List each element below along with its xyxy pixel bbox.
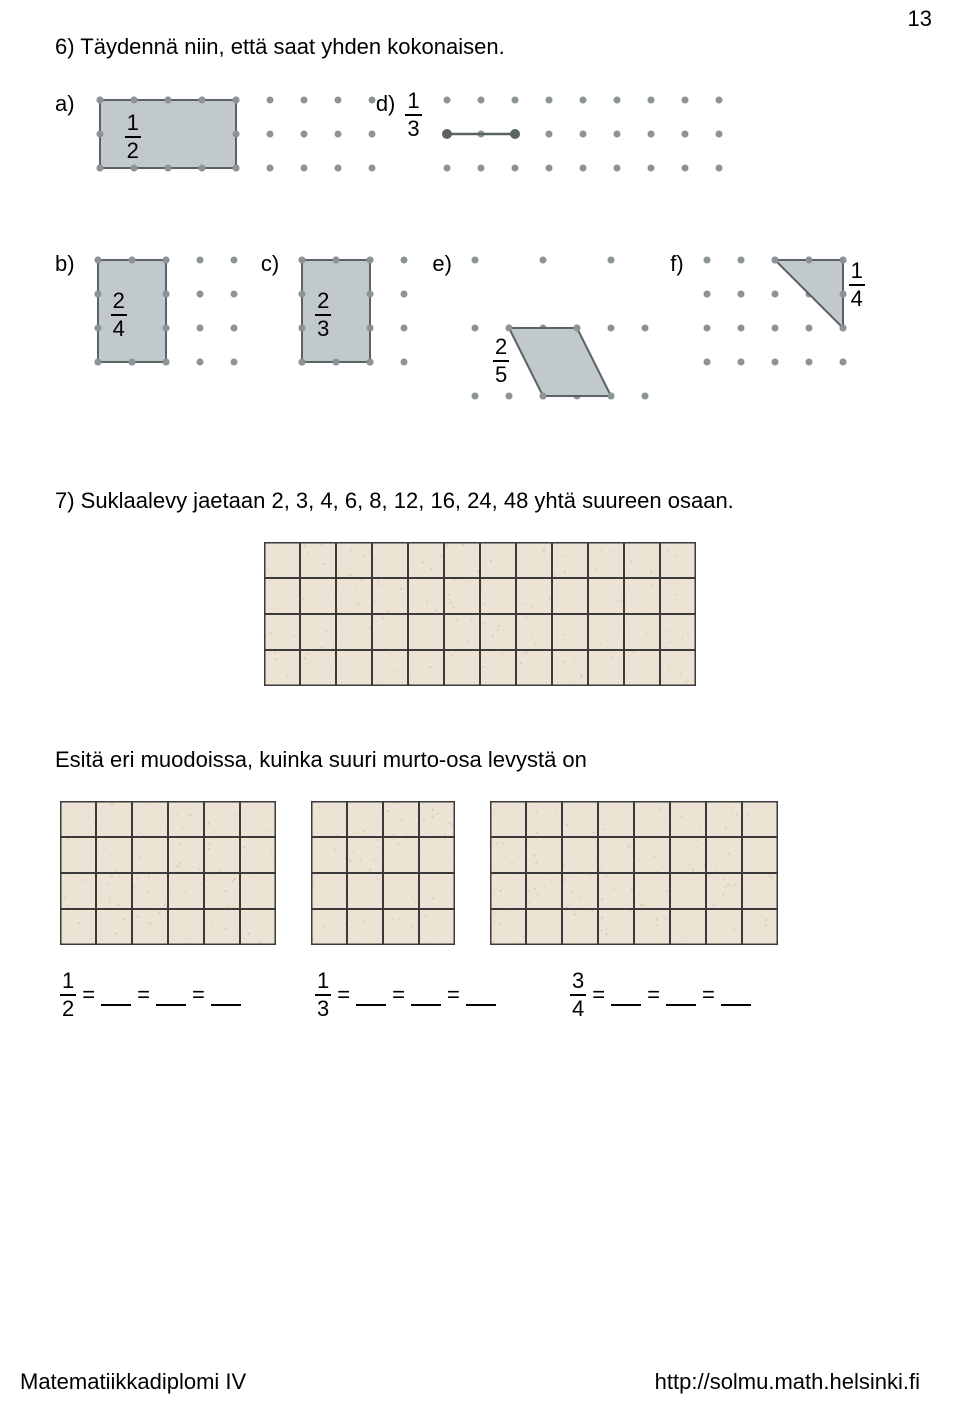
blank[interactable] xyxy=(666,984,696,1006)
q8-eq-2: 3 4 = = = xyxy=(570,970,825,1020)
blank[interactable] xyxy=(466,984,496,1006)
q6-d-fraction: 1 3 xyxy=(405,90,421,140)
page-number: 13 xyxy=(908,6,932,32)
footer: Matematiikkadiplomi IV http://solmu.math… xyxy=(0,1369,960,1395)
frac-den: 4 xyxy=(849,284,865,310)
equals-sign: = xyxy=(82,982,95,1008)
blank[interactable] xyxy=(611,984,641,1006)
q6-e-diagram xyxy=(460,250,670,408)
blank[interactable] xyxy=(356,984,386,1006)
blank[interactable] xyxy=(211,984,241,1006)
q6-d-diagram xyxy=(432,90,742,180)
q8-grid-0 xyxy=(60,801,276,945)
frac-den: 4 xyxy=(570,994,586,1020)
q6-b-diagram xyxy=(83,250,258,374)
frac-num: 2 xyxy=(493,336,509,360)
equals-sign: = xyxy=(592,982,605,1008)
q8-eq-0: 1 2 = = = xyxy=(60,970,315,1020)
equals-sign: = xyxy=(392,982,405,1008)
q6-f-fraction: 1 4 xyxy=(849,260,865,310)
q8-eq-1: 1 3 = = = xyxy=(315,970,570,1020)
frac-num: 2 xyxy=(111,290,127,314)
frac-num: 1 xyxy=(60,970,76,994)
page: 13 6) Täydennä niin, että saat yhden kok… xyxy=(0,0,960,1419)
equals-sign: = xyxy=(702,982,715,1008)
q6-e-label: e) xyxy=(432,250,452,276)
q8-grid-1 xyxy=(311,801,455,945)
q6-c-diagram xyxy=(287,250,427,374)
q6-prompt: 6) Täydennä niin, että saat yhden kokona… xyxy=(55,34,905,60)
frac-den: 4 xyxy=(111,314,127,340)
equals-sign: = xyxy=(192,982,205,1008)
frac-den: 3 xyxy=(405,114,421,140)
equals-sign: = xyxy=(447,982,460,1008)
q8-equations: 1 2 = = = 1 3 = = = 3 4 = = = xyxy=(55,970,905,1020)
q7-prompt: 7) Suklaalevy jaetaan 2, 3, 4, 6, 8, 12,… xyxy=(83,488,905,514)
blank[interactable] xyxy=(156,984,186,1006)
frac-num: 1 xyxy=(315,970,331,994)
equals-sign: = xyxy=(647,982,660,1008)
q6-b-label: b) xyxy=(55,250,75,276)
blank[interactable] xyxy=(101,984,131,1006)
q8-grids xyxy=(55,801,905,945)
equals-sign: = xyxy=(337,982,350,1008)
blank[interactable] xyxy=(721,984,751,1006)
frac-den: 5 xyxy=(493,360,509,386)
q6-c-label: c) xyxy=(261,250,279,276)
q6-row1: a) 1 2 d) 1 3 xyxy=(55,90,905,180)
q6-b-fraction: 2 4 xyxy=(111,290,127,340)
frac-num: 1 xyxy=(405,90,421,114)
footer-right: http://solmu.math.helsinki.fi xyxy=(655,1369,920,1395)
q7-grid xyxy=(264,542,696,692)
q6-f-diagram xyxy=(692,250,867,374)
frac-den: 3 xyxy=(315,994,331,1020)
eq-frac: 1 3 xyxy=(315,970,331,1020)
frac-num: 1 xyxy=(125,112,141,136)
q8-grid-2 xyxy=(490,801,778,945)
q6-e-fraction: 2 5 xyxy=(493,336,509,386)
frac-num: 2 xyxy=(315,290,331,314)
q8-prompt: Esitä eri muodoissa, kuinka suuri murto-… xyxy=(55,747,905,773)
frac-num: 1 xyxy=(849,260,865,284)
q6-a-label: a) xyxy=(55,90,75,116)
blank[interactable] xyxy=(411,984,441,1006)
q6-a-fraction: 1 2 xyxy=(125,112,141,162)
eq-frac: 3 4 xyxy=(570,970,586,1020)
eq-frac: 1 2 xyxy=(60,970,76,1020)
frac-den: 3 xyxy=(315,314,331,340)
equals-sign: = xyxy=(137,982,150,1008)
q6-d-label: d) xyxy=(376,90,396,116)
q6-f-label: f) xyxy=(670,250,683,276)
frac-den: 2 xyxy=(125,136,141,162)
q6-row2: b) 2 4 c) xyxy=(55,250,905,408)
q6-c-fraction: 2 3 xyxy=(315,290,331,340)
frac-num: 3 xyxy=(570,970,586,994)
frac-den: 2 xyxy=(60,994,76,1020)
footer-left: Matematiikkadiplomi IV xyxy=(20,1369,246,1395)
